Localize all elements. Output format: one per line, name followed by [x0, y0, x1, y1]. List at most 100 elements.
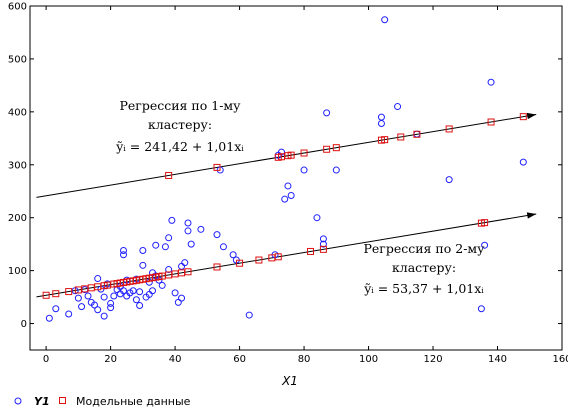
y-tick-label: 100: [8, 266, 27, 277]
y1-point: [281, 195, 289, 203]
x-tick-label: 120: [423, 354, 442, 365]
y1-point: [197, 225, 205, 233]
y1-point: [165, 234, 173, 242]
series-y1: [45, 16, 527, 322]
y1-point: [187, 240, 195, 248]
legend-y1-marker: [14, 397, 22, 405]
y1-point: [184, 219, 192, 227]
y1-point: [139, 261, 147, 269]
model-point: [445, 125, 453, 133]
model-point: [42, 291, 50, 299]
y1-point: [332, 166, 340, 174]
y1-point: [107, 299, 115, 307]
y1-point: [178, 262, 186, 270]
y1-point: [152, 241, 160, 249]
y1-point: [171, 289, 179, 297]
model-point: [319, 245, 327, 253]
y1-point: [45, 314, 53, 322]
y1-point: [184, 227, 192, 235]
y1-point: [132, 296, 140, 304]
x-tick-label: 60: [233, 354, 246, 365]
y1-point: [323, 109, 331, 117]
y1-point: [52, 305, 60, 313]
y-tick-label: 300: [8, 160, 27, 171]
y1-point: [477, 305, 485, 313]
model-point: [65, 288, 73, 296]
regression-arrowhead-2: [526, 212, 537, 219]
model-point: [487, 118, 495, 126]
y1-point: [213, 231, 221, 239]
x-tick-label: 100: [359, 354, 378, 365]
y1-point: [174, 298, 182, 306]
model-point: [287, 151, 295, 159]
y1-point: [394, 103, 402, 111]
y1-point: [136, 302, 144, 310]
y1-point: [94, 275, 102, 283]
annotation-1-line1: Регрессия по 1-му: [119, 98, 241, 113]
regression-arrowhead-1: [526, 112, 537, 120]
x-axis-title: X1: [281, 374, 298, 388]
y1-point: [74, 294, 82, 302]
legend-y1-label: Y1: [34, 395, 50, 408]
y1-point: [65, 310, 73, 318]
model-point: [52, 290, 60, 298]
y1-point: [78, 303, 86, 311]
y1-point: [319, 240, 327, 248]
y1-point: [110, 292, 118, 300]
y1-point: [90, 301, 98, 309]
y1-point: [100, 312, 108, 320]
model-point: [184, 268, 192, 276]
model-point: [397, 133, 405, 141]
y1-point: [229, 251, 237, 259]
model-point: [381, 136, 389, 144]
annotation-1-line2: кластеру:: [148, 117, 212, 132]
x-tick-label: 160: [552, 354, 568, 365]
y1-point: [245, 311, 253, 319]
annotation-cluster-1: Регрессия по 1-му кластеру: ỹᵢ = 241,42 …: [115, 98, 244, 154]
y1-point: [100, 293, 108, 301]
regression-line-1: [36, 114, 537, 198]
y1-point: [519, 158, 527, 166]
y1-point: [313, 214, 321, 222]
y1-point: [219, 243, 227, 251]
y1-point: [84, 292, 92, 300]
annotation-2-line2: кластеру:: [392, 260, 456, 275]
y-tick-label: 200: [8, 213, 27, 224]
y1-point: [139, 247, 147, 255]
model-point: [165, 171, 173, 179]
y1-point: [181, 259, 189, 267]
y-tick-label: 600: [8, 2, 27, 13]
y1-point: [168, 216, 176, 224]
model-point: [413, 130, 421, 138]
y1-point: [94, 306, 102, 314]
y1-point: [120, 251, 128, 259]
legend-model-label: Модельные данные: [76, 395, 191, 408]
legend-model-marker: [59, 397, 66, 404]
regression-lines: [36, 112, 537, 298]
annotation-2-line1: Регрессия по 2-му: [363, 241, 485, 256]
y-tick-label: 400: [8, 107, 27, 118]
y1-point: [319, 235, 327, 243]
model-point: [519, 113, 527, 121]
y1-point: [136, 288, 144, 296]
legend: Y1 Модельные данные: [14, 395, 191, 408]
model-point: [255, 256, 263, 264]
model-point: [236, 259, 244, 267]
model-point: [332, 144, 340, 152]
y1-point: [445, 176, 453, 184]
y1-point: [158, 281, 166, 289]
y1-point: [481, 241, 489, 249]
y1-point: [287, 191, 295, 199]
model-point: [307, 247, 315, 255]
y1-point: [377, 119, 385, 127]
y1-point: [381, 16, 389, 24]
y-tick-label: 500: [8, 54, 27, 65]
annotation-1-formula: ỹᵢ = 241,42 + 1,01xᵢ: [115, 139, 244, 154]
y1-point: [120, 247, 128, 255]
y1-point: [165, 266, 173, 274]
y-tick-label: 0: [21, 319, 27, 330]
y1-point: [120, 287, 128, 295]
series-model-data: [42, 113, 527, 299]
model-point: [213, 163, 221, 171]
